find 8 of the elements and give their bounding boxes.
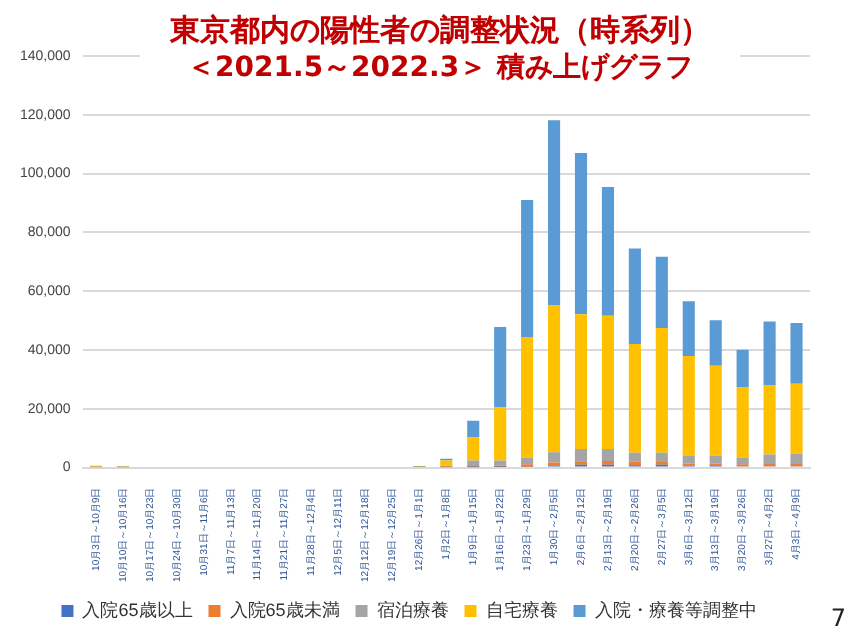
legend-label: 宿泊療養	[376, 599, 449, 620]
legend-label: 自宅療養	[485, 599, 558, 620]
chart-title: 東京都内の陽性者の調整状況（時系列）	[167, 12, 712, 50]
legend-label: 入院65歳以上	[82, 599, 193, 620]
chart-subtitle: ＜2021.5～2022.3＞ 積み上げグラフ	[185, 50, 695, 88]
text: 7	[830, 604, 846, 632]
legend-label: 入院・療養等調整中	[594, 599, 757, 620]
legend-label: 入院65歳未満	[229, 599, 340, 620]
